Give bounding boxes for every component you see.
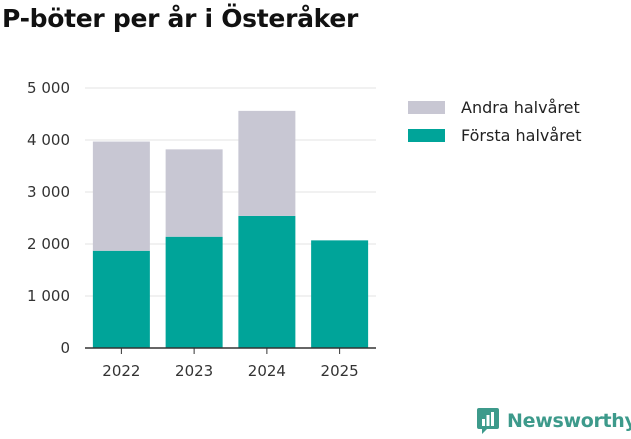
legend-item-forsta-halvaret: Första halvåret bbox=[408, 121, 582, 149]
x-tick-label: 2025 bbox=[321, 362, 359, 380]
x-tick-label: 2022 bbox=[102, 362, 140, 380]
y-tick-label: 4 000 bbox=[27, 131, 70, 149]
chart-title: P-böter per år i Österåker bbox=[2, 4, 359, 33]
newsworthy-logo: Newsworthy bbox=[476, 407, 631, 435]
brand-name: Newsworthy bbox=[507, 410, 631, 432]
legend-item-andra-halvaret: Andra halvåret bbox=[408, 93, 582, 121]
legend-swatch-andra-halvaret bbox=[408, 100, 445, 114]
x-tick-label: 2024 bbox=[248, 362, 286, 380]
bar-andra-halvaret-2023 bbox=[165, 149, 223, 237]
axes: 0 1 000 2 000 3 000 4 000 5 000 2022 2023 2024 20… bbox=[27, 79, 376, 380]
y-tick-label: 3 000 bbox=[27, 183, 70, 201]
legend-label-andra-halvaret: Andra halvåret bbox=[461, 97, 580, 117]
y-tick-label: 0 bbox=[60, 339, 70, 357]
y-tick-label: 5 000 bbox=[27, 79, 70, 97]
legend-swatch-forsta-halvaret bbox=[408, 128, 445, 142]
bar-forsta-halvaret-2022 bbox=[92, 250, 150, 348]
bar-forsta-halvaret-2023 bbox=[165, 236, 223, 348]
bars bbox=[92, 110, 369, 348]
bar-andra-halvaret-2024 bbox=[238, 110, 296, 216]
newsworthy-chart-icon bbox=[477, 408, 499, 434]
legend: Andra halvåret Första halvåret bbox=[408, 93, 582, 149]
y-tick-label: 2 000 bbox=[27, 235, 70, 253]
legend-label-forsta-halvaret: Första halvåret bbox=[461, 125, 582, 145]
bar-forsta-halvaret-2024 bbox=[238, 215, 296, 348]
bar-andra-halvaret-2022 bbox=[92, 141, 150, 251]
x-tick-label: 2023 bbox=[175, 362, 213, 380]
y-tick-label: 1 000 bbox=[27, 287, 70, 305]
bar-forsta-halvaret-2025 bbox=[311, 240, 369, 348]
